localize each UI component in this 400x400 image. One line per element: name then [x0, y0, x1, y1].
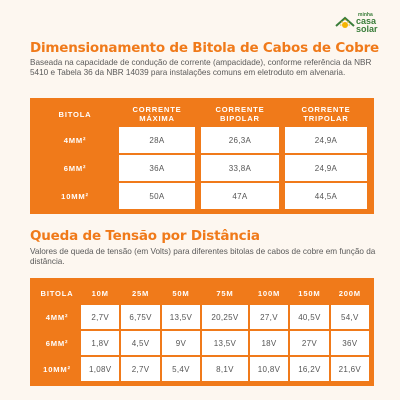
table-row: 10MM² 50A 47A 44,5A [34, 182, 370, 210]
table-cell: 13,5V [160, 304, 202, 330]
col-header: 10M [91, 288, 109, 298]
table-cell: 36A [116, 154, 198, 182]
row-header: 6MM² [45, 338, 69, 348]
table-cell: 28A [116, 126, 198, 154]
table-cell: 6,75V [120, 304, 161, 330]
table-row: 6MM² 36A 33,8A 24,9A [34, 154, 370, 182]
logo-text-small: minha [358, 12, 373, 18]
col-header: 50M [172, 288, 190, 298]
section1-description: Baseada na capacidade de condução de cor… [30, 58, 372, 77]
table-cell: 36V [329, 330, 370, 356]
table-cell: 40,5V [289, 304, 330, 330]
col-header: CORRENTE MÁXIMA [132, 105, 182, 123]
brand-logo: minha casa solar [334, 12, 392, 38]
table-cell: 54,V [329, 304, 370, 330]
table-cell: 10,8V [248, 356, 290, 382]
col-header: 100M [257, 288, 281, 298]
cable-gauge-table: BITOLA CORRENTE MÁXIMA CORRENTE BIPOLAR … [30, 98, 374, 214]
table-row: 6MM² 1,8V 4,5V 9V 13,5V 18V 27V 36V [34, 330, 370, 356]
table-cell: 5,4V [160, 356, 202, 382]
table-cell: 50A [116, 182, 198, 210]
table-cell: 18V [248, 330, 290, 356]
voltage-drop-table: BITOLA 10M 25M 50M 75M 100M 150M 200M 4M… [30, 278, 374, 386]
row-header: 6MM² [63, 163, 87, 173]
table-row: 4MM² 2,7V 6,75V 13,5V 20,25V 27,V 40,5V … [34, 304, 370, 330]
col-header: 75M [216, 288, 234, 298]
logo-text: casa solar [356, 16, 378, 34]
row-header: 10MM² [43, 364, 71, 374]
col-header: 200M [338, 288, 361, 298]
table-cell: 44,5A [281, 182, 370, 210]
col-header: 150M [298, 288, 321, 298]
table-row: 10MM² 1,08V 2,7V 5,4V 8,1V 10,8V 16,2V 2… [34, 356, 370, 382]
table-cell: 1,08V [80, 356, 121, 382]
table-header-row: BITOLA 10M 25M 50M 75M 100M 150M 200M [34, 282, 370, 304]
section2-description: Valores de queda de tensão (em Volts) pa… [30, 247, 376, 266]
row-header: 4MM² [63, 135, 87, 145]
table-cell: 1,8V [80, 330, 121, 356]
table-cell: 24,9A [281, 154, 370, 182]
logo-text-line2: solar [356, 24, 378, 34]
table-cell: 16,2V [289, 356, 330, 382]
logo-text-line1: casa [356, 16, 377, 26]
section1-title: Dimensionamento de Bitola de Cabos de Co… [30, 40, 379, 56]
sun-house-icon [335, 16, 355, 28]
table-row: 4MM² 28A 26,3A 24,9A [34, 126, 370, 154]
row-header: 4MM² [45, 312, 69, 322]
col-header: 25M [131, 288, 150, 298]
col-header: CORRENTE BIPOLAR [215, 105, 265, 123]
table-cell: 26,3A [198, 126, 282, 154]
table-cell: 8,1V [201, 356, 249, 382]
col-header: BITOLA [40, 288, 74, 298]
table-cell: 27V [289, 330, 330, 356]
table-cell: 47A [198, 182, 282, 210]
table-cell: 9V [160, 330, 202, 356]
table-cell: 27,V [248, 304, 290, 330]
table-cell: 21,6V [329, 356, 370, 382]
table-cell: 20,25V [201, 304, 249, 330]
table-cell: 24,9A [281, 126, 370, 154]
col-header: BITOLA [58, 109, 92, 119]
row-header: 10MM² [61, 191, 89, 201]
table-cell: 4,5V [120, 330, 161, 356]
table-cell: 2,7V [80, 304, 121, 330]
table-cell: 2,7V [120, 356, 161, 382]
table-cell: 13,5V [201, 330, 249, 356]
col-header: CORRENTE TRIPOLAR [301, 105, 351, 123]
section2-title: Queda de Tensão por Distância [30, 228, 260, 244]
table-cell: 33,8A [198, 154, 282, 182]
table-header-row: BITOLA CORRENTE MÁXIMA CORRENTE BIPOLAR … [34, 102, 370, 126]
